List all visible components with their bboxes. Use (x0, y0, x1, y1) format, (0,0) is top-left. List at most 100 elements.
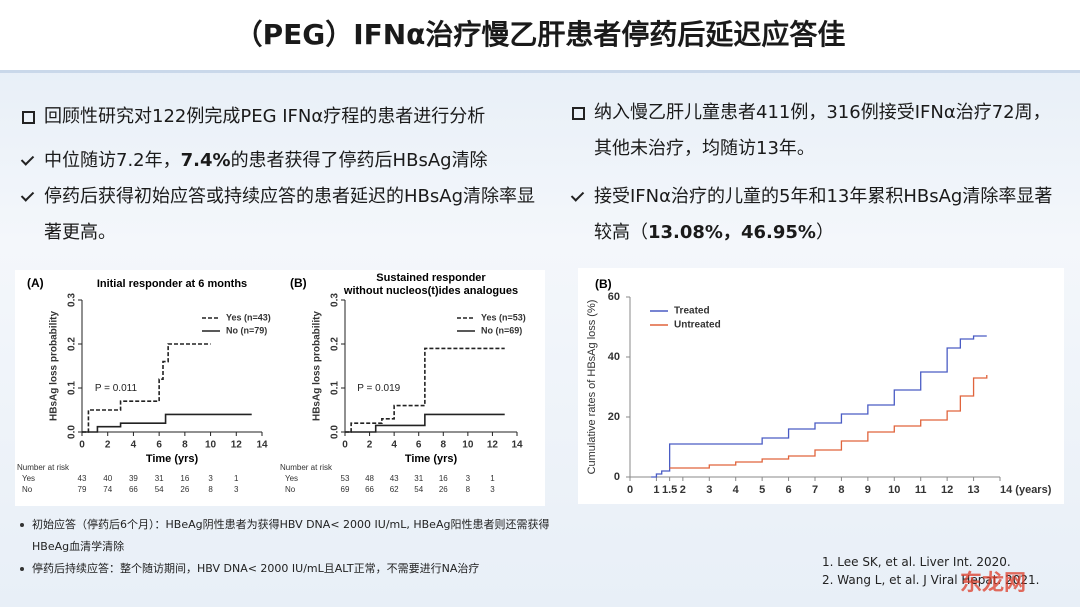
x-tick-label: 3 (706, 484, 712, 496)
x-tick-label: 8 (182, 440, 188, 451)
bold-text: 7.4% (180, 150, 231, 171)
x-tick-label: 0 (79, 440, 85, 451)
risk-count: 3 (466, 474, 471, 483)
x-tick-label: 12 (941, 484, 953, 496)
annotation: P = 0.019 (357, 383, 400, 394)
y-tick-label: 0.3 (67, 293, 78, 307)
y-tick-label: 60 (608, 291, 620, 303)
panel-label: (A) (27, 276, 44, 290)
x-tick-label: 6 (416, 440, 422, 451)
x-axis-label: Time (yrs) (146, 453, 199, 465)
risk-row-name: Yes (22, 474, 35, 483)
legend-label: Yes (n=43) (226, 312, 271, 322)
risk-count: 43 (390, 474, 399, 483)
risk-count: 53 (341, 474, 350, 483)
point: 停药后获得初始应答或持续应答的患者延迟的HBsAg清除率显著更高。 (20, 179, 540, 251)
risk-count: 48 (365, 474, 374, 483)
slide-title: （PEG）IFNα治疗慢乙肝患者停药后延迟应答佳 (0, 0, 1080, 73)
x-tick-label: 10 (888, 484, 900, 496)
legend-label: Yes (n=53) (481, 312, 526, 322)
km-curve (669, 375, 988, 469)
y-tick-label: 0.1 (330, 381, 341, 395)
text: 的患者获得了停药后HBsAg清除 (230, 150, 488, 171)
legend-label: No (n=69) (481, 325, 522, 335)
x-tick-label: 10 (462, 440, 474, 451)
x-tick-label: 2 (367, 440, 373, 451)
risk-count: 16 (180, 474, 189, 483)
y-tick-label: 0 (614, 471, 620, 483)
y-tick-label: 0.2 (67, 337, 78, 351)
chart-title: Sustained responder (376, 272, 486, 284)
risk-count: 66 (365, 485, 374, 494)
risk-count: 54 (414, 485, 423, 494)
x-tick-label: 2 (105, 440, 111, 451)
km-curve (651, 335, 987, 478)
legend-label: Untreated (674, 320, 721, 331)
x-tick-label: 8 (441, 440, 447, 451)
y-axis-label: HBsAg loss probability (312, 311, 323, 421)
legend-label: No (n=79) (226, 325, 267, 335)
risk-count: 62 (390, 485, 399, 494)
chart-panel (578, 268, 1064, 504)
y-tick-label: 0.2 (330, 337, 341, 351)
x-tick-label: 12 (231, 440, 243, 451)
y-tick-label: 0.3 (330, 293, 341, 307)
risk-count: 1 (490, 474, 495, 483)
panel-label: (B) (290, 276, 307, 290)
x-tick-label: 1 (653, 484, 659, 496)
risk-count: 1 (234, 474, 239, 483)
text: 停药后获得初始应答或持续应答的患者延迟的HBsAg清除率显著更高。 (44, 186, 535, 243)
risk-row-name: Yes (285, 474, 298, 483)
y-tick-label: 40 (608, 351, 620, 363)
x-tick-label: 13 (967, 484, 979, 496)
risk-count: 16 (439, 474, 448, 483)
x-tick-label: 12 (487, 440, 499, 451)
legend-label: Treated (674, 306, 710, 317)
x-tick-label: 8 (838, 484, 844, 496)
x-tick-label: 14 (years) (1000, 484, 1052, 496)
x-tick-label: 4 (131, 440, 137, 451)
x-tick-label: 2 (680, 484, 686, 496)
x-tick-label: 10 (205, 440, 217, 451)
risk-count: 26 (180, 485, 189, 494)
risk-count: 26 (439, 485, 448, 494)
risk-count: 31 (155, 474, 164, 483)
risk-count: 8 (208, 485, 213, 494)
point: 中位随访7.2年，7.4%的患者获得了停药后HBsAg清除 (20, 143, 540, 179)
risk-count: 66 (129, 485, 138, 494)
x-tick-label: 9 (865, 484, 871, 496)
x-tick-label: 4 (391, 440, 397, 451)
risk-count: 54 (155, 485, 164, 494)
x-tick-label: 4 (733, 484, 740, 496)
x-axis-label: Time (yrs) (405, 453, 458, 465)
text: 接受IFNα治疗的儿童的5年和13年累积HBsAg清除率显著较高（ (594, 186, 1053, 243)
x-tick-label: 11 (915, 484, 927, 496)
y-tick-label: 0.0 (67, 425, 78, 439)
x-tick-label: 14 (256, 440, 268, 451)
risk-count: 40 (103, 474, 112, 483)
km-curve (345, 413, 505, 433)
risk-count: 69 (341, 485, 350, 494)
risk-row-name: No (22, 485, 33, 494)
x-tick-label: 14 (511, 440, 523, 451)
chart-title: Initial responder at 6 months (97, 278, 247, 290)
y-tick-label: 0.1 (67, 381, 78, 395)
risk-count: 31 (414, 474, 423, 483)
risk-count: 43 (78, 474, 87, 483)
point: 接受IFNα治疗的儿童的5年和13年累积HBsAg清除率显著较高（13.08%，… (570, 179, 1065, 251)
risk-table-label: Number at risk (280, 463, 333, 472)
chart-panel (15, 270, 545, 506)
heading: 回顾性研究对122例完成PEG IFNα疗程的患者进行分析 (20, 99, 540, 135)
note: 初始应答（停药后6个月）：HBeAg阴性患者为获得HBV DNA< 2000 I… (18, 514, 552, 558)
x-tick-label: 6 (786, 484, 792, 496)
y-axis-label: HBsAg loss probability (49, 311, 60, 421)
note: 停药后持续应答：整个随访期间，HBV DNA< 2000 IU/mL且ALT正常… (18, 558, 552, 580)
risk-count: 8 (466, 485, 471, 494)
risk-count: 39 (129, 474, 138, 483)
watermark: 东龙网 (960, 571, 1027, 596)
x-tick-label: 1.5 (662, 484, 677, 496)
right-column: 纳入慢乙肝儿童患者411例，316例接受IFNα治疗72周，其他未治疗，均随访1… (570, 95, 1065, 251)
annotation: P = 0.011 (95, 383, 138, 394)
